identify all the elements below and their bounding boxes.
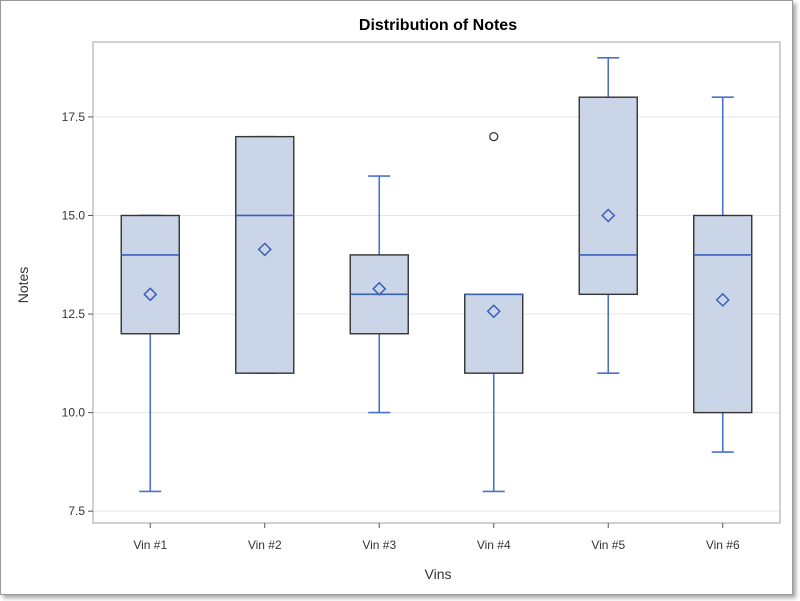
box-group: [578, 56, 638, 374]
iqr-box: [578, 96, 638, 296]
grid-lines: [93, 116, 780, 512]
x-tick-label: Vin #2: [248, 538, 282, 552]
x-tick-label: Vin #5: [591, 538, 625, 552]
iqr-box: [464, 293, 524, 374]
y-tick-label: 17.5: [62, 110, 86, 124]
y-tick-label: 12.5: [62, 307, 86, 321]
iqr-box: [120, 214, 180, 335]
x-tick-label: Vin #6: [706, 538, 740, 552]
mean-marker: [486, 304, 501, 319]
box-group: [693, 96, 753, 453]
plot-frame: [92, 41, 781, 524]
mean-marker: [143, 287, 158, 302]
mean-marker: [372, 281, 387, 296]
box-group: [235, 135, 295, 374]
axes: 7.5 10.0 12.5 15.0 17.5 Vin #1 Vin #2 Vin #3 Vin…: [62, 110, 740, 552]
chart-title: Distribution of Notes: [359, 17, 517, 34]
x-tick-label: Vin #4: [477, 538, 511, 552]
plot-area: [92, 41, 781, 524]
outlier-point: [489, 131, 499, 142]
iqr-box: [693, 214, 753, 414]
box-group: [120, 214, 180, 493]
x-tick-label: Vin #3: [362, 538, 396, 552]
y-axis-label: Notes: [15, 267, 31, 304]
y-tick-label: 15.0: [62, 208, 86, 222]
box-group: [349, 175, 409, 414]
y-tick-label: 7.5: [68, 504, 85, 518]
box-marks: [120, 56, 753, 493]
box-group: [464, 131, 524, 493]
mean-marker: [715, 292, 730, 307]
mean-marker: [601, 208, 616, 223]
y-tick-label: 10.0: [62, 406, 86, 420]
x-tick-label: Vin #1: [133, 538, 167, 552]
mean-marker: [257, 242, 272, 257]
x-axis-label: Vins: [425, 566, 452, 582]
